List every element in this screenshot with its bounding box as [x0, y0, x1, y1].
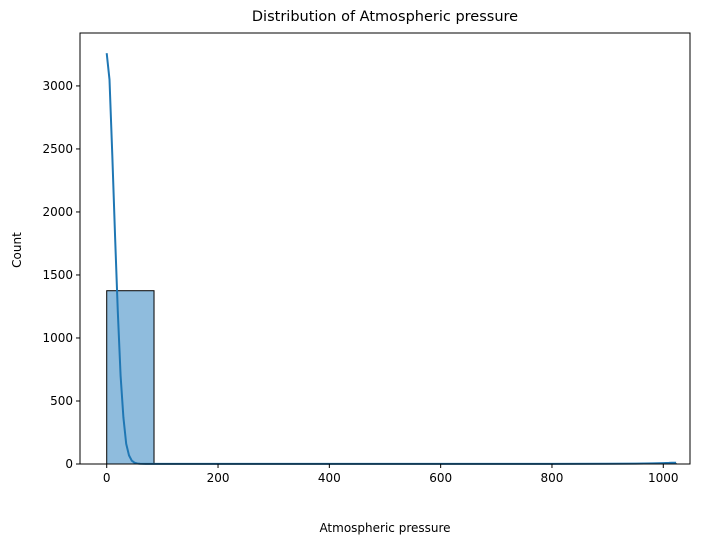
x-tick-label: 0 [103, 471, 111, 485]
x-axis-label: Atmospheric pressure [319, 521, 450, 535]
x-tick-label: 800 [541, 471, 564, 485]
histogram-bar-0 [106, 290, 155, 465]
plot-frame [79, 32, 691, 465]
y-tick-label: 2000 [42, 205, 73, 219]
chart-title: Distribution of Atmospheric pressure [252, 9, 518, 25]
kde-layer [105, 53, 677, 465]
y-tick-label: 3000 [42, 79, 73, 93]
y-tick-label: 0 [65, 457, 73, 471]
y-tick-label: 2500 [42, 142, 73, 156]
y-ticks: 0 500 1000 1500 2000 2500 3000 [42, 79, 80, 471]
x-tick-label: 400 [318, 471, 341, 485]
kde-curve [105, 53, 677, 465]
bars-layer [106, 290, 677, 465]
y-tick-label: 500 [50, 394, 73, 408]
x-tick-label: 1000 [648, 471, 679, 485]
y-tick-label: 1500 [42, 268, 73, 282]
y-tick-label: 1000 [42, 331, 73, 345]
x-tick-label: 600 [429, 471, 452, 485]
x-ticks: 0 200 400 600 800 1000 [103, 464, 679, 485]
x-tick-label: 200 [207, 471, 230, 485]
y-axis-label: Count [10, 232, 24, 268]
